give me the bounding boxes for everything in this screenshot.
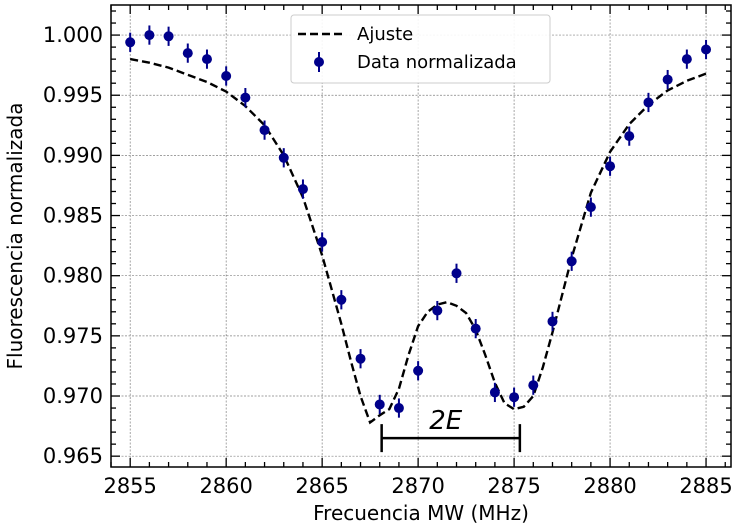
y-tick-label: 0.970 <box>43 384 103 408</box>
data-marker <box>701 44 712 55</box>
data-marker <box>144 30 155 41</box>
data-point <box>509 387 520 407</box>
y-tick-label: 0.985 <box>43 204 103 228</box>
data-point <box>125 32 136 52</box>
data-point <box>374 394 385 415</box>
data-marker <box>451 268 462 279</box>
data-point <box>605 156 616 176</box>
data-marker <box>221 70 232 81</box>
data-marker <box>528 380 539 391</box>
legend-data-label: Data normalizada <box>357 52 517 73</box>
x-axis-label: Frecuencia MW (MHz) <box>313 501 529 525</box>
data-point <box>489 382 500 403</box>
axis-ticks <box>110 5 731 467</box>
data-marker <box>643 97 654 108</box>
plot-frame <box>110 4 732 468</box>
y-tick-label: 1.000 <box>43 23 103 47</box>
y-tick-label: 0.980 <box>43 264 103 288</box>
fit-curve <box>129 57 707 425</box>
data-marker <box>662 74 673 85</box>
data-point <box>240 88 251 108</box>
data-point <box>701 39 712 60</box>
y-tick-label: 0.995 <box>43 83 103 107</box>
data-point <box>259 120 270 140</box>
y-tick-label: 0.990 <box>43 143 103 167</box>
x-tick-label: 2860 <box>199 474 252 498</box>
data-marker <box>605 161 616 172</box>
data-marker <box>413 365 424 376</box>
y-tick-label: 0.965 <box>43 444 103 468</box>
data-marker <box>240 92 251 103</box>
data-marker <box>585 202 596 213</box>
data-marker <box>509 392 520 403</box>
data-marker <box>317 237 328 248</box>
legend: Ajuste Data normalizada <box>290 14 551 84</box>
annotation-label: 2E <box>429 406 463 436</box>
data-point <box>317 232 328 252</box>
data-marker <box>432 305 443 316</box>
data-marker <box>355 353 366 364</box>
legend-box <box>290 14 551 84</box>
data-marker <box>470 323 481 334</box>
data-point <box>547 311 558 332</box>
y-tick-label: 0.975 <box>43 324 103 348</box>
data-marker <box>566 256 577 267</box>
data-marker <box>125 37 136 48</box>
data-point <box>566 251 577 271</box>
data-point <box>413 361 424 381</box>
fit-line <box>129 57 707 425</box>
x-tick-label: 2880 <box>583 474 636 498</box>
data-marker <box>163 31 174 42</box>
x-tick-label: 2865 <box>295 474 348 498</box>
data-point <box>163 26 174 46</box>
data-point <box>451 263 462 283</box>
data-marker <box>393 403 404 414</box>
data-point <box>585 197 596 217</box>
data-marker <box>259 125 270 136</box>
data-point <box>297 179 308 199</box>
data-point <box>355 349 366 369</box>
data-point <box>393 398 404 418</box>
data-points <box>125 25 712 418</box>
x-tick-label: 2855 <box>103 474 156 498</box>
x-tick-label: 2885 <box>679 474 732 498</box>
data-point <box>681 49 692 69</box>
y-tick-labels: 0.965 0.970 0.975 0.980 0.985 0.990 0.995 1.000 <box>43 23 103 468</box>
data-marker <box>489 387 500 398</box>
y-axis-label: Fluorescencia normalizada <box>3 103 27 370</box>
data-point <box>643 92 654 113</box>
data-marker <box>374 399 385 410</box>
data-point <box>336 290 347 310</box>
x-tick-labels: 2855 2860 2865 2870 2875 2880 2885 <box>103 474 732 498</box>
data-marker <box>547 316 558 327</box>
data-point <box>662 69 673 90</box>
data-point <box>624 126 635 146</box>
data-point <box>278 148 289 168</box>
data-point <box>528 375 539 395</box>
data-point <box>432 300 443 321</box>
data-marker <box>182 48 193 59</box>
x-tick-label: 2870 <box>391 474 444 498</box>
data-marker <box>201 54 212 65</box>
legend-data-marker-swatch <box>314 57 324 67</box>
data-point <box>201 49 212 69</box>
data-marker <box>278 152 289 163</box>
x-tick-label: 2875 <box>487 474 540 498</box>
data-marker <box>624 131 635 142</box>
data-point <box>144 25 155 45</box>
data-point <box>221 66 232 86</box>
data-point <box>182 43 193 63</box>
data-point <box>470 319 481 339</box>
annotation: 2E <box>380 406 522 453</box>
legend-fit-label: Ajuste <box>357 24 413 45</box>
data-marker <box>681 54 692 65</box>
data-marker <box>336 294 347 305</box>
data-marker <box>297 184 308 195</box>
